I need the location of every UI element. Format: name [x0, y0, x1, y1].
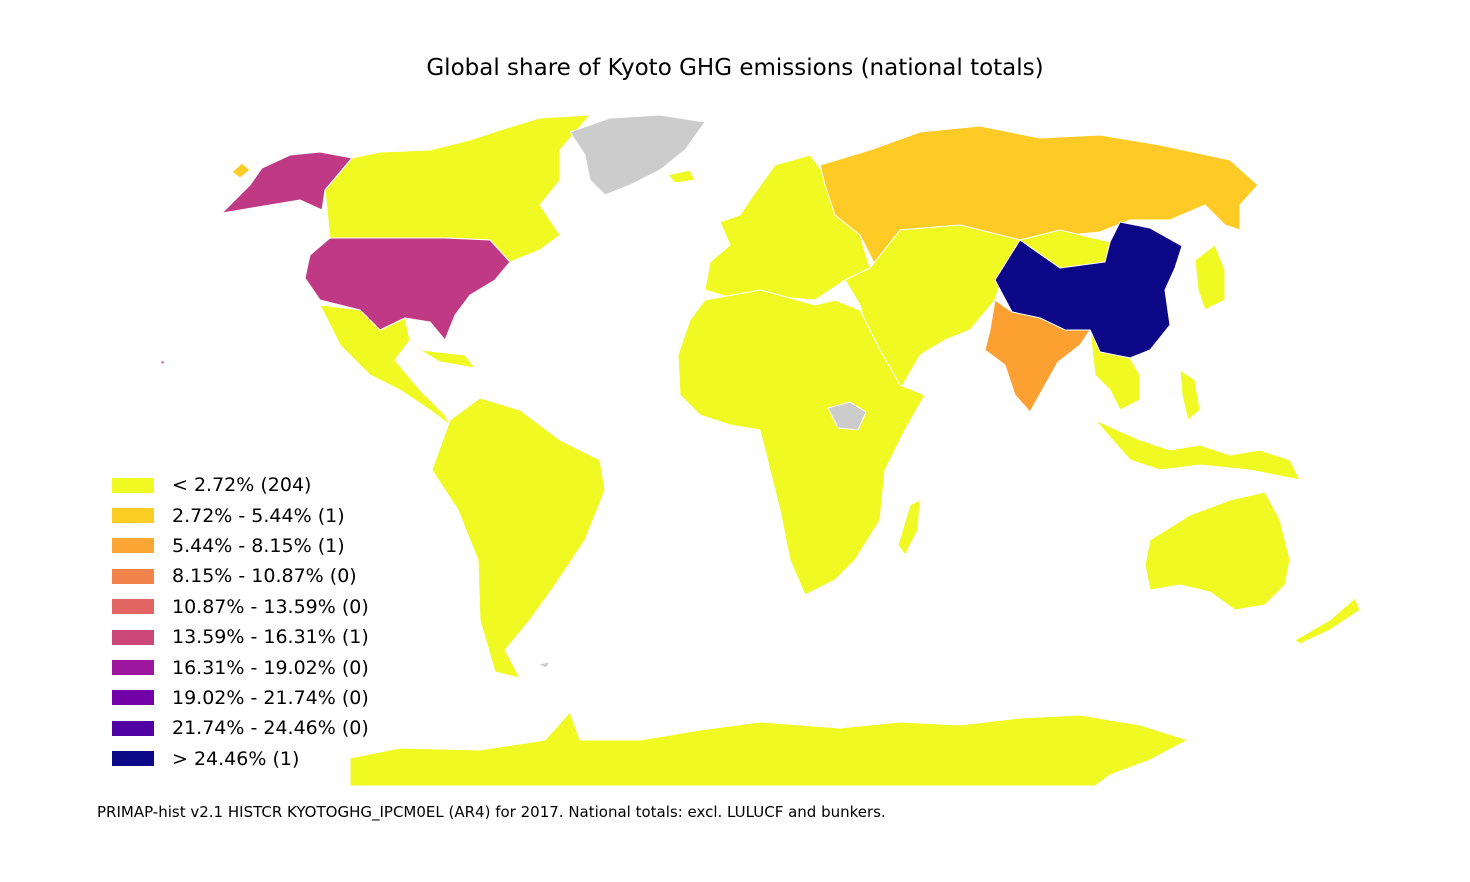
- legend-swatch: [112, 720, 154, 736]
- legend-label: 8.15% - 10.87% (0): [172, 565, 357, 588]
- legend-swatch: [112, 690, 154, 706]
- legend-label: 2.72% - 5.44% (1): [172, 504, 345, 527]
- region-russia: [819, 125, 1259, 266]
- legend-swatch: [112, 629, 154, 645]
- region-south-america: [431, 397, 606, 679]
- region-hawaii: [159, 359, 165, 366]
- legend-label: > 24.46% (1): [172, 747, 300, 770]
- legend-swatch: [112, 508, 154, 524]
- region-africa: [677, 289, 926, 596]
- legend-label: 16.31% - 19.02% (0): [172, 656, 369, 679]
- region-japan: [1194, 244, 1226, 311]
- region-philippines: [1179, 369, 1201, 421]
- region-central-asia: [844, 224, 1021, 391]
- region-new-zealand: [1294, 597, 1361, 645]
- legend-item: < 2.72% (204): [112, 470, 369, 500]
- region-southeast-asia: [1089, 329, 1141, 411]
- map-title: Global share of Kyoto GHG emissions (nat…: [426, 55, 1044, 81]
- legend-label: 5.44% - 8.15% (1): [172, 534, 345, 557]
- legend-label: < 2.72% (204): [172, 474, 312, 497]
- legend-item: > 24.46% (1): [112, 744, 369, 774]
- region-alaska: [221, 151, 353, 214]
- region-mexico: [319, 304, 451, 426]
- legend-item: 10.87% - 13.59% (0): [112, 592, 369, 622]
- legend-label: 21.74% - 24.46% (0): [172, 717, 369, 740]
- region-aleutian: [231, 162, 251, 179]
- region-greenland: [569, 114, 706, 196]
- legend-swatch: [112, 599, 154, 615]
- region-australia: [1144, 491, 1291, 611]
- legend: < 2.72% (204) 2.72% - 5.44% (1) 5.44% - …: [112, 470, 369, 774]
- region-antarctica: [349, 711, 1189, 787]
- legend-item: 21.74% - 24.46% (0): [112, 713, 369, 743]
- legend-item: 5.44% - 8.15% (1): [112, 531, 369, 561]
- legend-item: 16.31% - 19.02% (0): [112, 652, 369, 682]
- region-south-sudan: [827, 401, 867, 431]
- legend-swatch: [112, 538, 154, 554]
- region-india: [984, 299, 1091, 413]
- legend-label: 10.87% - 13.59% (0): [172, 595, 369, 618]
- legend-swatch: [112, 751, 154, 767]
- source-note: PRIMAP-hist v2.1 HISTCR KYOTOGHG_IPCM0EL…: [97, 803, 886, 821]
- legend-item: 19.02% - 21.74% (0): [112, 683, 369, 713]
- legend-swatch: [112, 568, 154, 584]
- legend-swatch: [112, 660, 154, 676]
- region-madagascar: [897, 499, 921, 556]
- legend-item: 8.15% - 10.87% (0): [112, 561, 369, 591]
- legend-label: 19.02% - 21.74% (0): [172, 686, 369, 709]
- legend-swatch: [112, 477, 154, 493]
- region-caribbean: [419, 349, 476, 369]
- legend-label: 13.59% - 16.31% (1): [172, 626, 369, 649]
- region-usa: [304, 237, 511, 341]
- region-iceland: [667, 169, 696, 184]
- region-indonesia: [1094, 419, 1301, 481]
- legend-item: 13.59% - 16.31% (1): [112, 622, 369, 652]
- region-southern-islands: [537, 661, 551, 669]
- legend-item: 2.72% - 5.44% (1): [112, 500, 369, 530]
